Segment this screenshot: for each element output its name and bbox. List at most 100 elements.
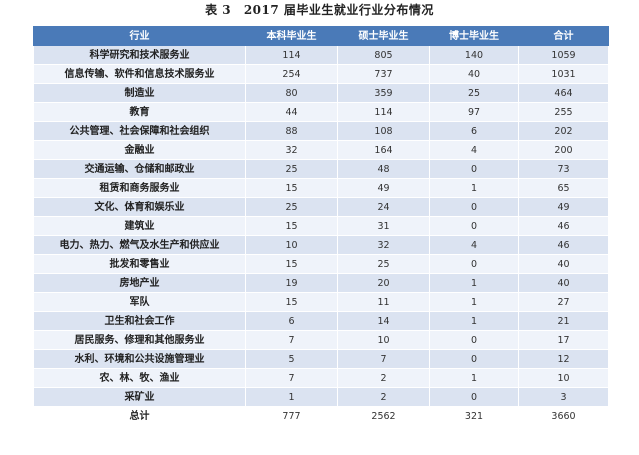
bachelor-count-cell: 15 — [245, 178, 338, 198]
doctor-count-cell: 1 — [429, 178, 519, 198]
bachelor-count-cell: 15 — [245, 254, 338, 274]
table-row: 科学研究和技术服务业 114 805 140 1059 — [33, 45, 609, 65]
header-doctor: 博士毕业生 — [429, 26, 519, 46]
table-row: 水利、环境和公共设施管理业 5 7 0 12 — [33, 349, 609, 369]
master-count-cell: 48 — [337, 159, 430, 179]
industry-cell: 水利、环境和公共设施管理业 — [33, 349, 246, 369]
master-count-cell: 49 — [337, 178, 430, 198]
table-row: 房地产业 19 20 1 40 — [33, 273, 609, 293]
bachelor-count-cell: 44 — [245, 102, 338, 122]
industry-cell: 建筑业 — [33, 216, 246, 236]
table-row: 建筑业 15 31 0 46 — [33, 216, 609, 236]
industry-cell: 公共管理、社会保障和社会组织 — [33, 121, 246, 141]
industry-cell: 采矿业 — [33, 387, 246, 407]
doctor-count-cell: 4 — [429, 140, 519, 160]
master-count-cell: 31 — [337, 216, 430, 236]
total-count-cell: 27 — [518, 292, 609, 312]
table-row: 农、林、牧、渔业 7 2 1 10 — [33, 368, 609, 388]
master-count-cell: 164 — [337, 140, 430, 160]
master-count-cell: 2562 — [337, 406, 430, 426]
doctor-count-cell: 25 — [429, 83, 519, 103]
doctor-count-cell: 0 — [429, 349, 519, 369]
table-row: 居民服务、修理和其他服务业 7 10 0 17 — [33, 330, 609, 350]
bachelor-count-cell: 1 — [245, 387, 338, 407]
total-count-cell: 202 — [518, 121, 609, 141]
total-count-cell: 200 — [518, 140, 609, 160]
total-count-cell: 49 — [518, 197, 609, 217]
doctor-count-cell: 40 — [429, 64, 519, 84]
table-row: 批发和零售业 15 25 0 40 — [33, 254, 609, 274]
employment-industry-table: 行业 本科毕业生 硕士毕业生 博士毕业生 合计 科学研究和技术服务业 114 805… — [33, 26, 609, 426]
bachelor-count-cell: 114 — [245, 45, 338, 65]
header-bachelor: 本科毕业生 — [245, 26, 338, 46]
table-row: 公共管理、社会保障和社会组织 88 108 6 202 — [33, 121, 609, 141]
total-count-cell: 65 — [518, 178, 609, 198]
bachelor-count-cell: 25 — [245, 197, 338, 217]
table-row: 电力、热力、燃气及水生产和供应业 10 32 4 46 — [33, 235, 609, 255]
industry-cell: 批发和零售业 — [33, 254, 246, 274]
industry-cell: 制造业 — [33, 83, 246, 103]
industry-cell: 租赁和商务服务业 — [33, 178, 246, 198]
bachelor-count-cell: 88 — [245, 121, 338, 141]
industry-cell: 电力、热力、燃气及水生产和供应业 — [33, 235, 246, 255]
total-count-cell: 1031 — [518, 64, 609, 84]
total-count-cell: 46 — [518, 235, 609, 255]
bachelor-count-cell: 15 — [245, 292, 338, 312]
master-count-cell: 359 — [337, 83, 430, 103]
total-count-cell: 40 — [518, 273, 609, 293]
industry-cell: 房地产业 — [33, 273, 246, 293]
master-count-cell: 10 — [337, 330, 430, 350]
industry-cell: 交通运输、仓储和邮政业 — [33, 159, 246, 179]
industry-cell: 科学研究和技术服务业 — [33, 45, 246, 65]
doctor-count-cell: 1 — [429, 368, 519, 388]
doctor-count-cell: 0 — [429, 197, 519, 217]
doctor-count-cell: 1 — [429, 311, 519, 331]
master-count-cell: 20 — [337, 273, 430, 293]
total-count-cell: 46 — [518, 216, 609, 236]
table-row: 交通运输、仓储和邮政业 25 48 0 73 — [33, 159, 609, 179]
master-count-cell: 25 — [337, 254, 430, 274]
total-count-cell: 17 — [518, 330, 609, 350]
doctor-count-cell: 0 — [429, 254, 519, 274]
total-count-cell: 464 — [518, 83, 609, 103]
industry-cell: 信息传输、软件和信息技术服务业 — [33, 64, 246, 84]
table-row: 制造业 80 359 25 464 — [33, 83, 609, 103]
bachelor-count-cell: 777 — [245, 406, 338, 426]
doctor-count-cell: 1 — [429, 273, 519, 293]
header-industry: 行业 — [33, 26, 246, 46]
doctor-count-cell: 1 — [429, 292, 519, 312]
doctor-count-cell: 97 — [429, 102, 519, 122]
bachelor-count-cell: 15 — [245, 216, 338, 236]
doctor-count-cell: 6 — [429, 121, 519, 141]
total-count-cell: 1059 — [518, 45, 609, 65]
total-count-cell: 12 — [518, 349, 609, 369]
bachelor-count-cell: 25 — [245, 159, 338, 179]
doctor-count-cell: 0 — [429, 330, 519, 350]
bachelor-count-cell: 7 — [245, 368, 338, 388]
master-count-cell: 108 — [337, 121, 430, 141]
industry-cell: 教育 — [33, 102, 246, 122]
master-count-cell: 737 — [337, 64, 430, 84]
bachelor-count-cell: 5 — [245, 349, 338, 369]
total-count-cell: 3 — [518, 387, 609, 407]
table-body: 科学研究和技术服务业 114 805 140 1059 信息传输、软件和信息技术服务业 25… — [33, 45, 609, 426]
bachelor-count-cell: 254 — [245, 64, 338, 84]
master-count-cell: 14 — [337, 311, 430, 331]
table-title: 2017 届毕业生就业行业分布情况 — [243, 3, 434, 17]
master-count-cell: 2 — [337, 387, 430, 407]
table-row: 军队 15 11 1 27 — [33, 292, 609, 312]
master-count-cell: 805 — [337, 45, 430, 65]
industry-cell: 农、林、牧、渔业 — [33, 368, 246, 388]
total-count-cell: 255 — [518, 102, 609, 122]
total-count-cell: 10 — [518, 368, 609, 388]
doctor-count-cell: 0 — [429, 159, 519, 179]
master-count-cell: 2 — [337, 368, 430, 388]
doctor-count-cell: 4 — [429, 235, 519, 255]
doctor-count-cell: 0 — [429, 387, 519, 407]
total-count-cell: 3660 — [518, 406, 609, 426]
table-row: 采矿业 1 2 0 3 — [33, 387, 609, 407]
doctor-count-cell: 0 — [429, 216, 519, 236]
bachelor-count-cell: 19 — [245, 273, 338, 293]
table-row: 卫生和社会工作 6 14 1 21 — [33, 311, 609, 331]
bachelor-count-cell: 6 — [245, 311, 338, 331]
